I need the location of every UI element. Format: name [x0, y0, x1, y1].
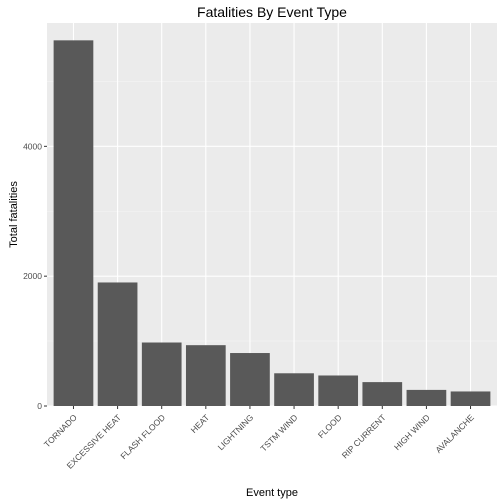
- y-axis: 0 2000 4000: [23, 141, 47, 411]
- bar: [230, 353, 270, 406]
- x-tick-label: TORNADO: [42, 412, 79, 449]
- x-tick-label: RIP CURRENT: [340, 412, 388, 460]
- bar: [318, 375, 359, 406]
- bar: [450, 391, 491, 406]
- y-axis-title: Total fatalities: [8, 181, 20, 248]
- x-tick-label: LIGHTNING: [216, 412, 256, 452]
- bar: [97, 282, 138, 406]
- bar: [274, 373, 314, 406]
- bar: [141, 342, 182, 406]
- bar: [362, 382, 403, 406]
- bar: [185, 345, 226, 406]
- y-tick-label: 0: [37, 401, 42, 411]
- bars: [53, 40, 491, 407]
- x-tick-label: AVALANCHE: [433, 412, 476, 455]
- grid-lines: [47, 23, 497, 407]
- x-tick-label: HEAT: [189, 412, 212, 435]
- bar: [53, 40, 94, 407]
- x-tick-label: FLOOD: [316, 412, 344, 440]
- x-tick-label: TSTM WIND: [258, 412, 299, 453]
- y-tick-label: 2000: [23, 271, 42, 281]
- x-axis-title: Event type: [246, 487, 298, 499]
- chart-title: Fatalities By Event Type: [197, 4, 347, 20]
- x-tick-label: HIGH WIND: [392, 412, 432, 452]
- y-tick-label: 4000: [23, 141, 42, 151]
- x-tick-label: FLASH FLOOD: [118, 412, 167, 461]
- bar: [406, 389, 447, 406]
